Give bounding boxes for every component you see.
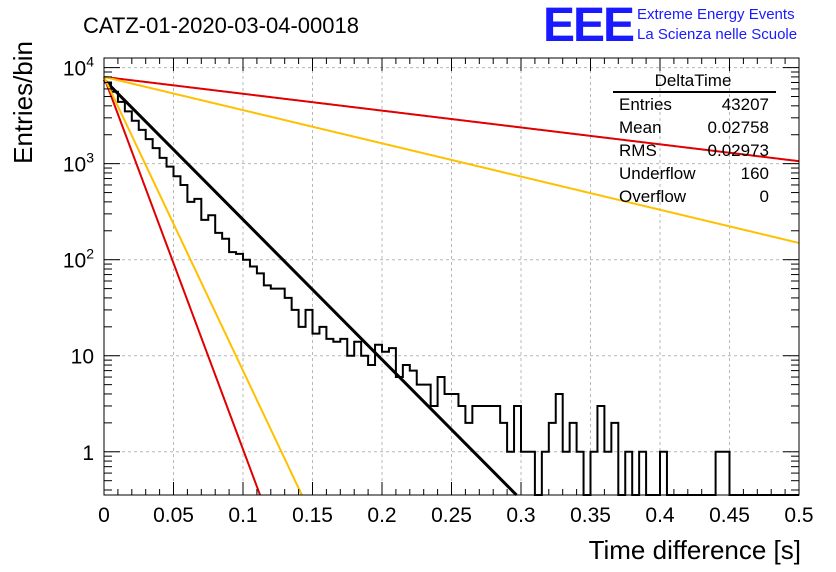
y-tick-label: 102 bbox=[63, 246, 94, 273]
x-tick-label: 0 bbox=[98, 504, 110, 527]
stats-value: 0.02758 bbox=[708, 118, 769, 137]
logo-line-2: La Scienza nelle Scuole bbox=[637, 26, 797, 43]
stats-value: 0.02973 bbox=[708, 141, 769, 160]
x-tick-label: 0.2 bbox=[367, 504, 396, 527]
y-tick-label-exponent: 4 bbox=[86, 54, 94, 70]
y-tick-label-base: 10 bbox=[63, 58, 86, 81]
x-axis-title: Time difference [s] bbox=[589, 535, 801, 565]
logo-line-1: Extreme Energy Events bbox=[637, 6, 795, 23]
eee-logo: EEE Extreme Energy Events La Scienza nel… bbox=[543, 0, 797, 52]
stats-label: Entries bbox=[619, 95, 672, 114]
y-tick-label: 104 bbox=[63, 54, 94, 81]
stats-label: RMS bbox=[619, 141, 657, 160]
x-tick-label: 0.5 bbox=[784, 504, 813, 527]
stats-rows: Entries 43207 Mean 0.02758 RMS 0.02973 Underfl… bbox=[619, 95, 769, 206]
fit-curve bbox=[103, 75, 800, 244]
x-tick-label: 0.05 bbox=[153, 504, 194, 527]
x-tick-label: 0.15 bbox=[292, 504, 333, 527]
chart-title: CATZ-01-2020-03-04-00018 bbox=[83, 13, 359, 38]
axis-ticks bbox=[103, 58, 800, 495]
x-tick-labels: 0 0.05 0.1 0.15 0.2 0.25 0.3 0.35 0.4 0.45 0.5 bbox=[98, 504, 813, 527]
y-tick-label: 10 bbox=[71, 346, 94, 369]
y-tick-label: 103 bbox=[63, 150, 94, 177]
x-tick-label: 0.35 bbox=[570, 504, 611, 527]
fit-curve bbox=[103, 75, 800, 163]
stats-value: 0 bbox=[760, 187, 769, 206]
fit-curve bbox=[102, 78, 518, 497]
y-tick-label-exponent: 2 bbox=[86, 246, 94, 262]
y-tick-label-exponent: 3 bbox=[86, 150, 94, 166]
y-axis-title: Entries/bin bbox=[8, 41, 38, 164]
x-tick-label: 0.1 bbox=[228, 504, 257, 527]
logo-mark: EEE bbox=[543, 0, 634, 52]
x-tick-label: 0.25 bbox=[431, 504, 472, 527]
stats-box: DeltaTime Entries 43207 Mean 0.02758 RMS 0.02… bbox=[613, 71, 776, 206]
grid bbox=[104, 58, 799, 495]
stats-label: Mean bbox=[619, 118, 662, 137]
y-tick-label-base: 1 bbox=[82, 442, 94, 465]
x-tick-label: 0.4 bbox=[645, 504, 675, 527]
stats-value: 160 bbox=[741, 164, 769, 183]
stats-label: Overflow bbox=[619, 187, 687, 206]
y-tick-label-base: 10 bbox=[63, 250, 86, 273]
x-tick-label: 0.3 bbox=[506, 504, 535, 527]
y-tick-label-base: 10 bbox=[71, 346, 94, 369]
y-tick-label-base: 10 bbox=[63, 154, 86, 177]
fit-curve bbox=[103, 76, 303, 496]
x-tick-label: 0.45 bbox=[709, 504, 750, 527]
y-tick-label: 1 bbox=[82, 442, 94, 465]
stats-label: Underflow bbox=[619, 164, 696, 183]
fit-curve bbox=[103, 76, 261, 496]
stats-value: 43207 bbox=[722, 95, 769, 114]
stats-title: DeltaTime bbox=[655, 71, 732, 90]
fit-curves bbox=[102, 75, 800, 497]
